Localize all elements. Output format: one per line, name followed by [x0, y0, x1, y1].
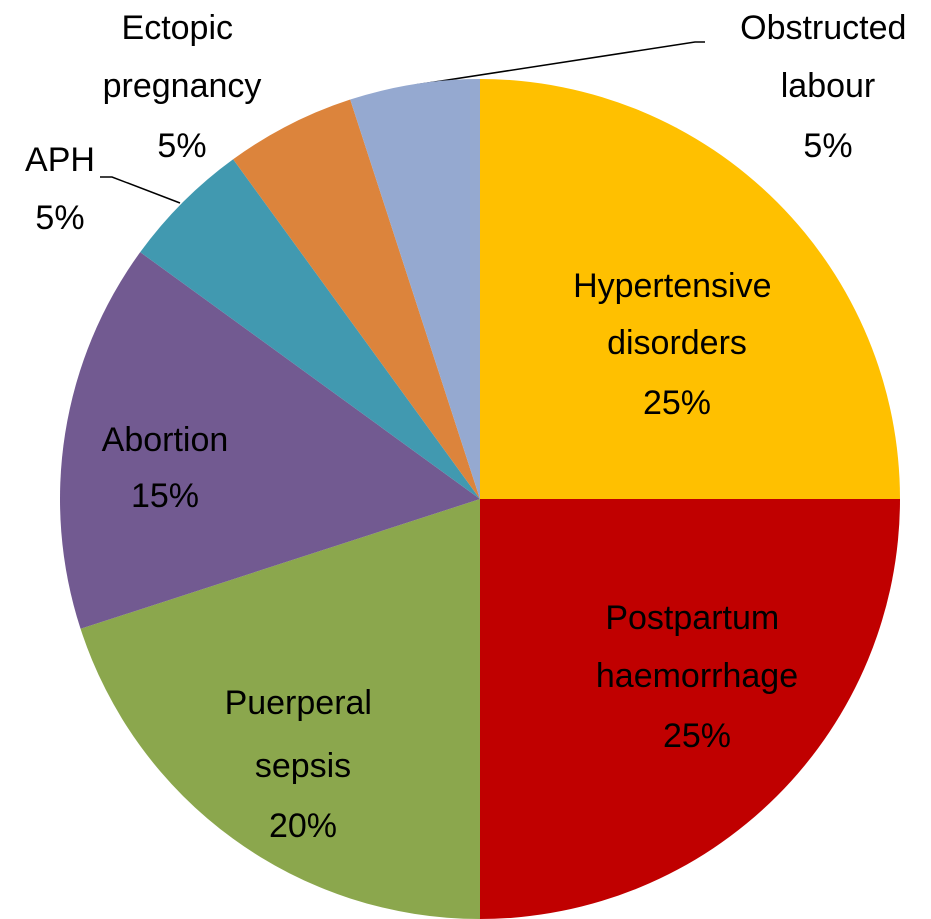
slice-label: Obstructed labour: [740, 9, 916, 105]
slice-value-label: 25%: [643, 384, 711, 422]
slice-label: Puerperal sepsis: [225, 684, 382, 785]
slice-value-label: 25%: [663, 717, 731, 755]
pie-slice: [140, 159, 480, 499]
pie-slice: [480, 499, 900, 919]
leader-line: [100, 176, 181, 204]
slice-label: Ectopic pregnancy: [103, 9, 262, 105]
pie-slice: [80, 499, 480, 919]
pie-slice: [60, 252, 481, 629]
leader-line: [414, 41, 705, 86]
pie-slice: [233, 99, 480, 499]
slice-value-label: 5%: [803, 127, 852, 165]
slice-value-label: 20%: [269, 807, 337, 845]
pie-slice: [480, 79, 900, 499]
slice-value-label: 15%: [131, 477, 199, 515]
slices: [60, 79, 900, 919]
slice-label: Hypertensive disorders: [573, 267, 781, 362]
slice-label: Abortion: [102, 421, 229, 459]
slice-value-label: 5%: [157, 127, 206, 165]
slice-value-label: 5%: [35, 199, 84, 237]
slice-label: Postpartum haemorrhage: [596, 599, 798, 695]
slice-label: APH: [25, 141, 95, 179]
pie-slice: [350, 79, 480, 499]
